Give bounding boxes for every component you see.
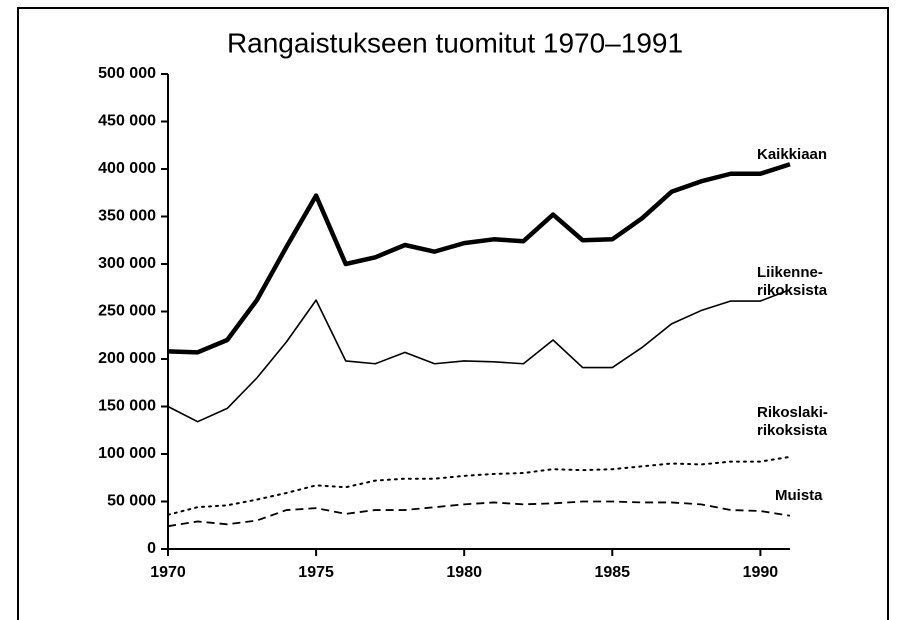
series-label-box: Muista — [775, 487, 823, 504]
y-tick-label: 300 000 — [98, 255, 156, 272]
x-tick-label: 1970 — [150, 564, 186, 581]
x-tick-label: 1975 — [298, 564, 334, 581]
series-label: Rikoslaki-rikoksista — [757, 404, 828, 439]
series-label: Liikenne-rikoksista — [757, 264, 828, 299]
y-tick-label: 150 000 — [98, 398, 156, 415]
y-tick-label: 500 000 — [98, 65, 156, 82]
y-tick-label: 350 000 — [98, 208, 156, 225]
y-tick-label: 250 000 — [98, 303, 156, 320]
series-label-box: Kaikkiaan — [757, 146, 828, 163]
series-label: Kaikkiaan — [757, 146, 828, 163]
x-tick-label: 1990 — [743, 564, 779, 581]
series-line — [167, 455, 791, 516]
series-label: Muista — [775, 487, 823, 504]
y-tick-label: 200 000 — [98, 350, 156, 367]
frame — [17, 7, 889, 620]
series-label-box: Liikenne-rikoksista — [757, 264, 828, 299]
x-tick-label: 1980 — [446, 564, 482, 581]
series-line — [167, 500, 791, 528]
y-tick-label: 0 — [147, 540, 156, 557]
y-tick-label: 100 000 — [98, 445, 156, 462]
y-tick-label: 400 000 — [98, 160, 156, 177]
y-tick-label: 50 000 — [107, 493, 156, 510]
series-label-box: Rikoslaki-rikoksista — [757, 404, 828, 439]
series-line — [167, 162, 791, 355]
series-line — [167, 288, 791, 423]
x-tick-label: 1985 — [594, 564, 630, 581]
y-tick-label: 450 000 — [98, 113, 156, 130]
chart-title: Rangaistukseen tuomitut 1970–1991 — [227, 27, 683, 58]
